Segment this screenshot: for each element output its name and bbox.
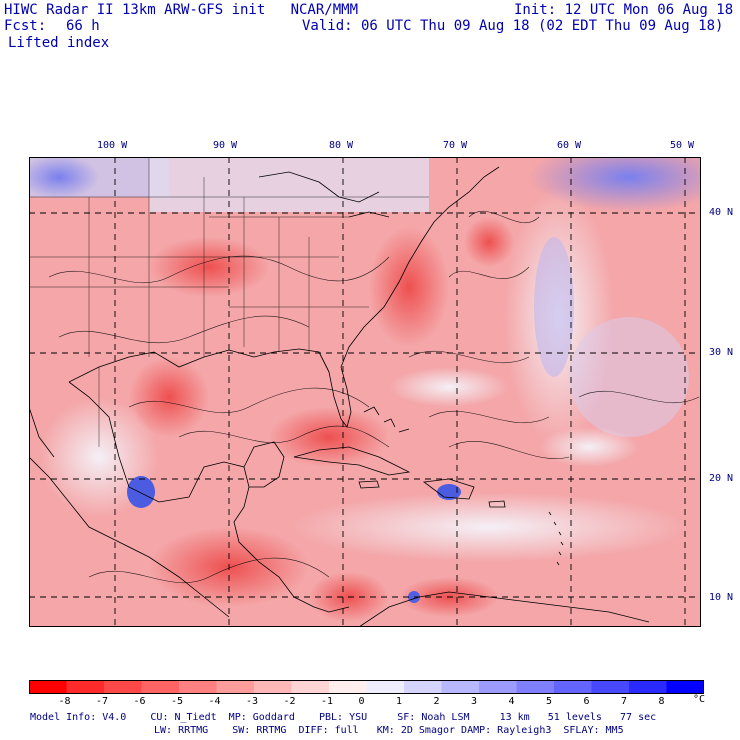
colorbar-swatch: [291, 680, 330, 694]
colorbar-swatch: [329, 680, 367, 694]
colorbar-label: 1: [396, 696, 403, 707]
lon-label-70w: 70 W: [443, 140, 468, 151]
forecast-label: Fcst:: [4, 18, 47, 34]
colorbar-swatch: [254, 680, 292, 694]
colorbar-swatch: [629, 680, 667, 694]
colorbar-label: 8: [658, 696, 665, 707]
forecast-hour: 66 h: [66, 18, 100, 34]
colorbar-label: -1: [321, 696, 334, 707]
colorbar-swatch: [104, 680, 142, 694]
footer-model-info: Model Info: V4.0 CU: N_Tiedt MP: Goddard…: [30, 712, 657, 723]
init-time: Init: 12 UTC Mon 06 Aug 18: [514, 2, 734, 18]
colorbar-swatch: [591, 680, 630, 694]
colorbar-label: -7: [96, 696, 109, 707]
colorbar-label: -8: [58, 696, 71, 707]
colorbar-label: 4: [508, 696, 515, 707]
lat-label-10n: 10 N: [709, 592, 734, 603]
colorbar-unit: °C: [693, 694, 706, 705]
colorbar-label: 5: [546, 696, 553, 707]
colorbar-label: -4: [208, 696, 221, 707]
lon-label-60w: 60 W: [557, 140, 582, 151]
lon-label-100w: 100 W: [97, 140, 128, 151]
lat-label-40n: 40 N: [709, 207, 734, 218]
colorbar-swatch: [479, 680, 517, 694]
lon-label-90w: 90 W: [213, 140, 238, 151]
colorbar: [29, 680, 704, 694]
contour-lines: [48, 211, 700, 584]
latlon-grid: [29, 157, 701, 627]
colorbar-label: -3: [246, 696, 259, 707]
colorbar-swatch: [516, 680, 555, 694]
colorbar-label: 7: [621, 696, 628, 707]
colorbar-swatch: [29, 680, 67, 694]
lat-label-30n: 30 N: [709, 347, 734, 358]
colorbar-swatch: [366, 680, 405, 694]
colorbar-label: 2: [433, 696, 440, 707]
colorbar-swatch: [141, 680, 180, 694]
colorbar-label: 3: [471, 696, 478, 707]
colorbar-swatch: [179, 680, 217, 694]
footer-physics: LW: RRTMG SW: RRTMG DIFF: full KM: 2D Sm…: [154, 725, 624, 736]
lon-label-50w: 50 W: [670, 140, 695, 151]
colorbar-label: -2: [283, 696, 296, 707]
lat-label-20n: 20 N: [709, 473, 734, 484]
valid-time: Valid: 06 UTC Thu 09 Aug 18 (02 EDT Thu …: [302, 18, 724, 34]
colorbar-swatch: [66, 680, 105, 694]
field-name: Lifted index: [8, 35, 110, 51]
colorbar-swatch: [666, 680, 704, 694]
colorbar-swatch: [404, 680, 442, 694]
colorbar-frame: [29, 680, 704, 694]
political-borders: [29, 157, 429, 447]
lon-label-80w: 80 W: [329, 140, 354, 151]
colorbar-swatch: [216, 680, 255, 694]
colorbar-label: -6: [133, 696, 146, 707]
lifted-index-map: [29, 157, 701, 627]
title-left: HIWC Radar II 13km ARW-GFS init NCAR/MMM: [4, 2, 359, 18]
map-frame: [29, 157, 701, 627]
colorbar-label: 6: [583, 696, 590, 707]
colorbar-swatch: [441, 680, 480, 694]
colorbar-swatch: [554, 680, 592, 694]
colorbar-label: -5: [171, 696, 184, 707]
colorbar-label: 0: [358, 696, 365, 707]
